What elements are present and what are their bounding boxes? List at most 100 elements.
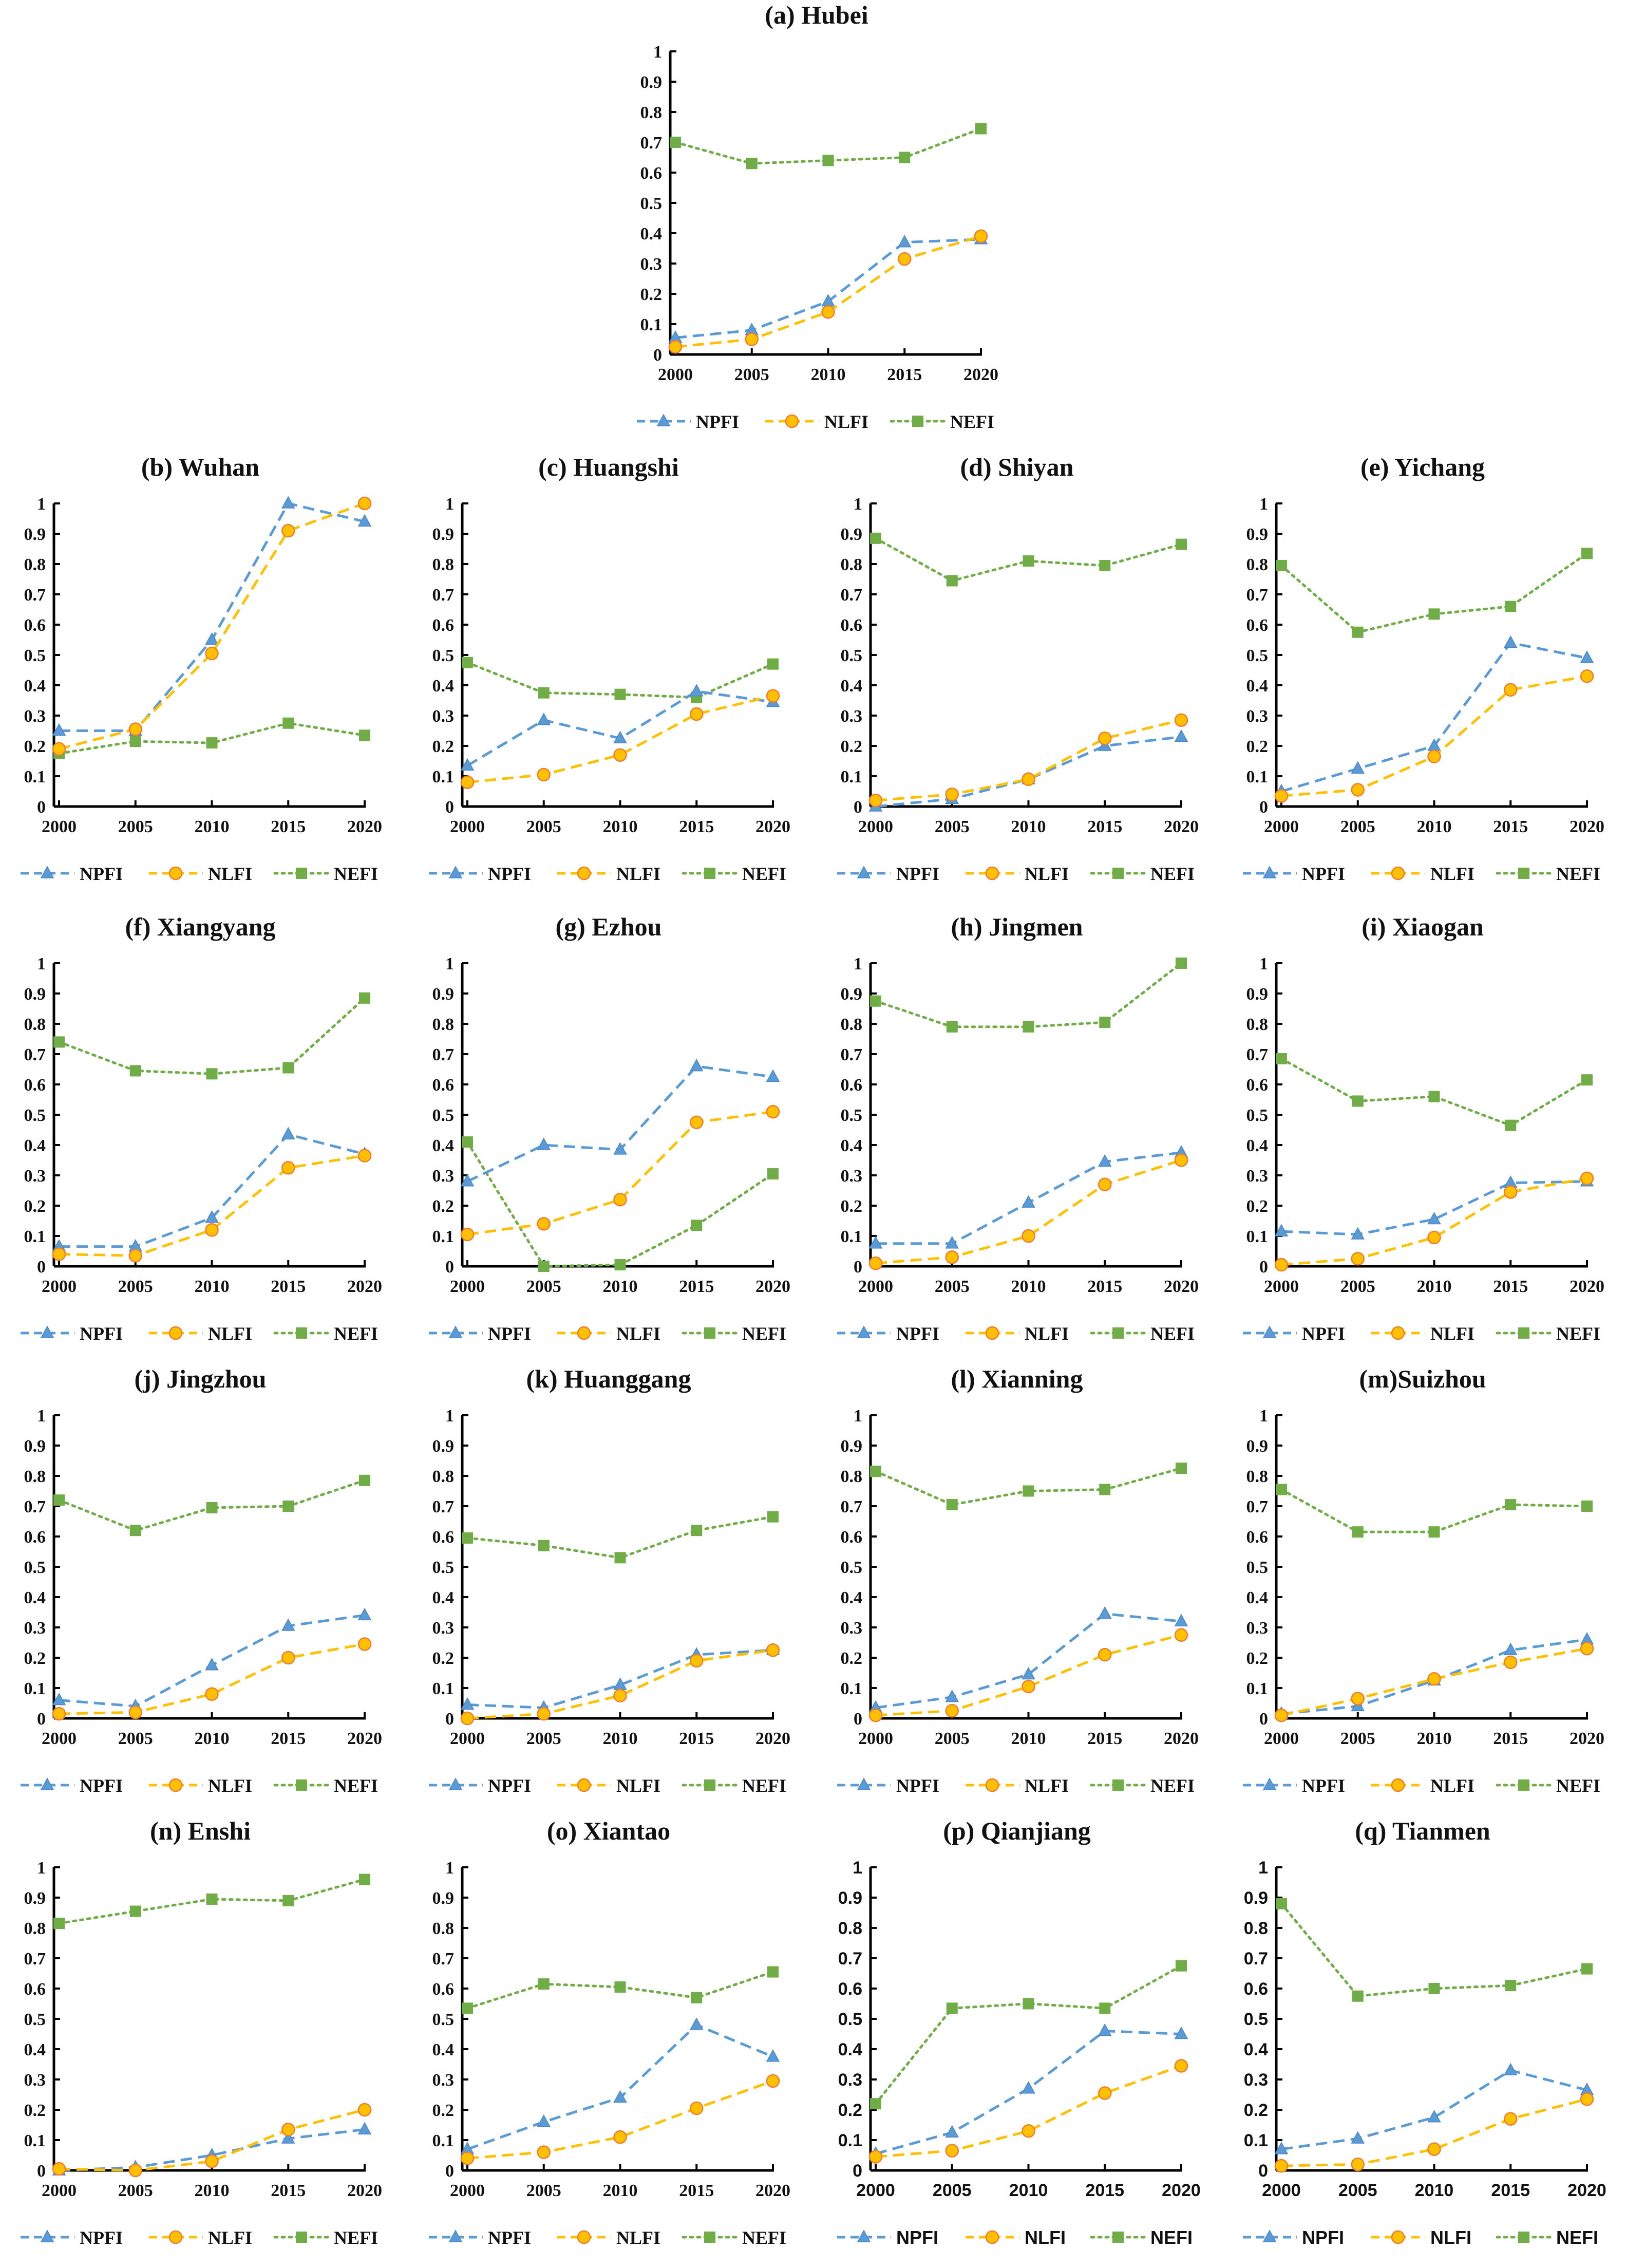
nlfi-point	[945, 1250, 959, 1264]
nlfi-point	[205, 1687, 219, 1701]
npfi-point	[1098, 2023, 1112, 2036]
nlfi-point	[205, 2154, 219, 2168]
nlfi-point	[945, 788, 959, 801]
y-tick-label: 0.6	[432, 1980, 455, 1999]
y-tick-label: 0.6	[841, 616, 863, 635]
y-tick-label: 0.6	[432, 616, 455, 635]
nlfi-point	[1580, 669, 1594, 683]
legend-item-nlfi: NLFI	[966, 1775, 1069, 1796]
legend: NPFI NLFI NEFI	[429, 1323, 786, 1344]
chart-panel: (m)Suizhou 0 0.1 0.2 0.3 0.4 0.5 0.6 0.7 0.8 0.9 1 2…	[1222, 1364, 1623, 1816]
y-tick-label: 0.6	[24, 616, 46, 635]
npfi-point	[537, 2114, 551, 2127]
chart-title: (h) Jingmen	[951, 912, 1083, 941]
y-tick-label: 0.6	[841, 1076, 863, 1095]
nlfi-point	[1274, 789, 1289, 803]
nefi-point	[1176, 1463, 1187, 1474]
y-tick-label: 0	[445, 2162, 454, 2181]
y-tick-label: 0.1	[432, 1227, 455, 1246]
x-tick-label: 2010	[195, 2181, 230, 2200]
nlfi-line	[59, 1642, 365, 1715]
y-tick-label: 0.3	[24, 2071, 46, 2090]
x-tick-label: 2005	[118, 817, 153, 836]
y-tick-label: 0.3	[841, 1167, 863, 1186]
chart-panel: (d) Shiyan 0 0.1 0.2 0.3 0.4 0.5 0.6 0.7 0.8 0.9 1 2…	[817, 452, 1217, 904]
series-nefi	[462, 657, 779, 703]
series-npfi	[460, 1059, 780, 1187]
legend: NPFI NLFI NEFI	[837, 1323, 1195, 1344]
npfi-point	[357, 1607, 372, 1621]
legend-label: NLFI	[616, 1323, 660, 1344]
nlfi-point	[460, 1227, 475, 1242]
y-tick-label: 0.1	[841, 1227, 863, 1246]
nlfi-point	[128, 1249, 142, 1263]
legend-npfi-marker-icon	[40, 866, 54, 878]
nlfi-point	[1580, 2092, 1594, 2106]
nefi-point	[53, 1494, 65, 1506]
x-tick-label: 2020	[1164, 817, 1199, 836]
y-tick-label: 0.5	[1244, 2010, 1268, 2029]
legend-item-nefi: NEFI	[1496, 1323, 1600, 1344]
nlfi-point	[766, 689, 780, 703]
y-tick-label: 0.2	[1246, 1649, 1269, 1668]
x-tick-label: 2020	[347, 1277, 382, 1296]
y-tick-label: 0.3	[1246, 707, 1269, 726]
legend-item-npfi: NPFI	[1243, 2227, 1344, 2248]
y-tick-label: 0.3	[841, 707, 863, 726]
nefi-point	[670, 137, 681, 148]
y-tick-label: 1	[854, 954, 862, 973]
y-tick-label: 0.5	[841, 646, 863, 665]
nefi-point	[462, 1532, 473, 1544]
nlfi-point	[1274, 1258, 1289, 1272]
nlfi-point	[460, 1711, 475, 1726]
legend-item-nefi: NEFI	[1090, 864, 1195, 884]
legend: NPFI NLFI NEFI	[21, 864, 378, 884]
legend-item-nefi: NEFI	[1090, 2227, 1193, 2248]
y-tick-label: 0.9	[838, 1888, 862, 1908]
nefi-point	[1276, 1053, 1287, 1064]
series-nlfi	[868, 1153, 1188, 1270]
x-tick-label: 2020	[347, 817, 382, 836]
series-nefi	[870, 1463, 1187, 1511]
y-tick-label: 0.7	[841, 1497, 863, 1516]
y-tick-label: 0.9	[1246, 525, 1269, 544]
y-tick-label: 0.9	[1246, 1437, 1269, 1456]
y-tick-label: 0.2	[841, 737, 863, 756]
nefi-point	[691, 1220, 703, 1231]
y-tick-label: 0.6	[838, 1979, 862, 1999]
series-nlfi	[460, 1104, 780, 1242]
legend-label: NEFI	[950, 411, 994, 432]
nefi-point	[538, 1978, 550, 1990]
nefi-point	[359, 1873, 370, 1885]
nefi-point	[767, 1168, 779, 1180]
nlfi-line	[675, 235, 981, 348]
nefi-point	[1176, 1960, 1187, 1972]
nefi-point	[1505, 1980, 1517, 1992]
y-tick-label: 0.9	[432, 525, 455, 544]
legend-item-nefi: NEFI	[1496, 1775, 1600, 1796]
x-tick-label: 2010	[1417, 817, 1452, 836]
npfi-point	[945, 2125, 959, 2138]
x-tick-label: 2015	[679, 817, 714, 836]
legend-item-nefi: NEFI	[273, 2227, 378, 2248]
x-tick-label: 2005	[118, 1729, 153, 1748]
nefi-point	[614, 1259, 626, 1271]
nefi-line	[674, 127, 982, 165]
nefi-point	[129, 1065, 141, 1077]
y-tick-label: 0.2	[432, 2101, 455, 2120]
legend-nlfi-marker-icon	[985, 1326, 999, 1340]
x-tick-label: 2020	[963, 365, 998, 384]
y-tick-label: 0.4	[1246, 677, 1269, 696]
chart-svg: 0 0.1 0.2 0.3 0.4 0.5 0.6 0.7 0.8 0.9 1 2000 2005 201…	[1243, 1858, 1606, 2248]
y-tick-label: 0.4	[432, 2040, 455, 2059]
nefi-point	[359, 1474, 370, 1486]
legend-item-npfi: NPFI	[1243, 1323, 1345, 1344]
nlfi-line	[875, 1159, 1182, 1265]
legend: NPFI NLFI NEFI	[837, 864, 1195, 884]
y-tick-label: 0.4	[1244, 2040, 1268, 2059]
npfi-point	[1022, 1666, 1035, 1680]
y-tick-label: 0.1	[432, 2131, 455, 2150]
x-tick-label: 2020	[755, 817, 790, 836]
chart-panel: (g) Ezhou 0 0.1 0.2 0.3 0.4 0.5 0.6 0.7 0.8 0.9 1 20…	[408, 912, 809, 1364]
x-tick-label: 2005	[935, 817, 970, 836]
